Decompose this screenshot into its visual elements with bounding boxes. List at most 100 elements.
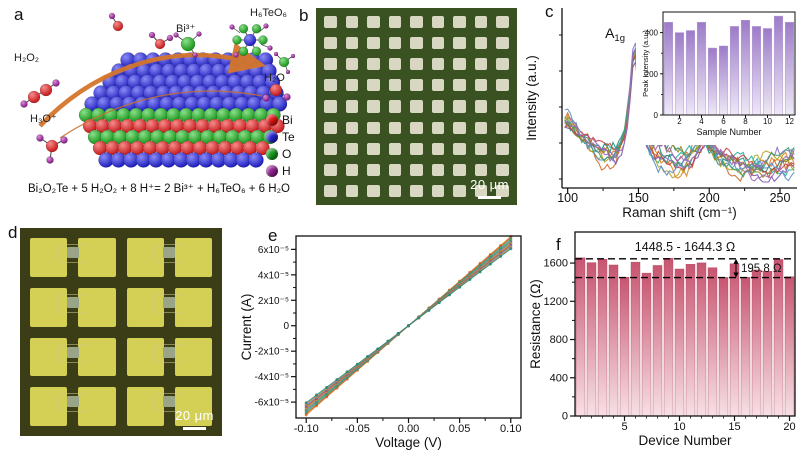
flake-channel <box>163 247 176 258</box>
flake-square <box>345 100 359 113</box>
flake-square <box>474 184 488 197</box>
flake-square <box>431 58 445 71</box>
svg-text:800: 800 <box>550 334 568 346</box>
flake-square <box>388 184 402 197</box>
svg-text:-0.05: -0.05 <box>345 423 370 435</box>
svg-text:250: 250 <box>770 191 791 205</box>
panel-c-label: c <box>545 2 554 21</box>
flake-square <box>345 16 359 29</box>
svg-text:10: 10 <box>763 117 772 126</box>
panel-f-label: f <box>556 235 561 254</box>
flake-square <box>324 16 337 29</box>
flake-square <box>474 58 488 71</box>
svg-text:-0.10: -0.10 <box>294 423 319 435</box>
flake-square <box>474 16 488 29</box>
iv-curves-chart: -0.10 -0.05 0.00 0.05 0.10 6x10⁻⁵ 4x10⁻⁵ 2x10⁻⁵… <box>240 235 522 450</box>
flake-square <box>496 79 509 92</box>
flake-outline <box>154 393 187 413</box>
flake-square <box>474 79 488 92</box>
svg-text:Intensity (a.u.): Intensity (a.u.) <box>524 55 539 141</box>
svg-text:200: 200 <box>645 70 659 79</box>
svg-text:-2x10⁻⁵: -2x10⁻⁵ <box>255 347 289 358</box>
bi3-ion-label: Bi³⁺ <box>176 23 196 35</box>
flake-square <box>367 184 380 197</box>
svg-text:1448.5 - 1644.3 Ω: 1448.5 - 1644.3 Ω <box>635 240 735 254</box>
flake-square <box>431 184 445 197</box>
svg-text:Sample Number: Sample Number <box>696 127 761 137</box>
svg-text:Device Number: Device Number <box>638 433 732 448</box>
svg-text:0.00: 0.00 <box>398 423 419 435</box>
flake-square <box>324 79 337 92</box>
legend-label: O <box>282 147 292 161</box>
svg-text:Voltage (V): Voltage (V) <box>375 435 442 450</box>
h-atom-swatch <box>266 165 278 177</box>
flake-square <box>388 37 402 50</box>
svg-text:0: 0 <box>654 111 659 120</box>
flake-square <box>345 58 359 71</box>
legend-label: Te <box>282 130 295 144</box>
svg-text:2x10⁻⁵: 2x10⁻⁵ <box>258 296 289 307</box>
flake-square <box>367 37 380 50</box>
svg-text:-6x10⁻⁵: -6x10⁻⁵ <box>255 398 289 409</box>
flake-outline <box>154 244 187 263</box>
flake-square <box>410 79 423 92</box>
svg-text:20: 20 <box>783 421 795 433</box>
flake-square <box>410 37 423 50</box>
flake-square <box>453 37 466 50</box>
h2o-molecule-label: H₂O <box>264 72 285 84</box>
flake-square <box>496 163 509 176</box>
flake-square <box>345 121 359 134</box>
legend-label: Bi <box>282 113 293 127</box>
flake-outline <box>154 293 187 313</box>
flake-channel <box>66 346 79 358</box>
svg-text:10: 10 <box>673 421 685 433</box>
scale-bar-b-text: 20 μm <box>470 177 509 192</box>
flake-square <box>431 142 445 155</box>
svg-text:400: 400 <box>550 372 568 384</box>
flake-square <box>388 100 402 113</box>
flake-square <box>388 58 402 71</box>
flake-square <box>431 100 445 113</box>
flake-square <box>431 79 445 92</box>
scale-bar-d: 20 μm <box>175 407 214 430</box>
flake-square <box>431 163 445 176</box>
svg-text:400: 400 <box>645 29 659 38</box>
flake-outline <box>57 393 90 413</box>
flake-square <box>388 142 402 155</box>
scale-bar-b: 20 μm <box>470 176 509 199</box>
flake-square <box>496 184 509 197</box>
flake-square <box>345 37 359 50</box>
flake-square <box>388 121 402 134</box>
flake-square <box>388 16 402 29</box>
flake-outline <box>57 293 90 313</box>
flake-channel <box>163 396 176 408</box>
flake-square <box>496 121 509 134</box>
flake-channel <box>66 247 79 258</box>
flake-square <box>474 37 488 50</box>
flake-square <box>324 121 337 134</box>
legend-label: H <box>282 164 291 178</box>
flake-outline <box>154 343 187 363</box>
legend-row-te: Te <box>266 130 295 144</box>
flake-square <box>496 37 509 50</box>
svg-text:0: 0 <box>283 321 289 332</box>
flake-square <box>345 79 359 92</box>
h2o2-molecule-label: H₂O₂ <box>14 52 40 64</box>
flake-square <box>367 79 380 92</box>
device-electrode-array <box>20 228 222 436</box>
te-atom-swatch <box>266 131 278 143</box>
flake-square <box>324 58 337 71</box>
flake-square <box>345 163 359 176</box>
atom-legend: Bi Te O H <box>266 113 295 178</box>
svg-text:1600: 1600 <box>544 258 568 270</box>
flake-square <box>474 142 488 155</box>
flake-square <box>453 16 466 29</box>
flake-square <box>453 163 466 176</box>
flake-square <box>496 16 509 29</box>
crystal-structure-illustration <box>20 12 296 168</box>
svg-text:8: 8 <box>743 117 748 126</box>
svg-text:150: 150 <box>628 191 649 205</box>
flake-square <box>496 58 509 71</box>
flake-outline <box>57 343 90 363</box>
